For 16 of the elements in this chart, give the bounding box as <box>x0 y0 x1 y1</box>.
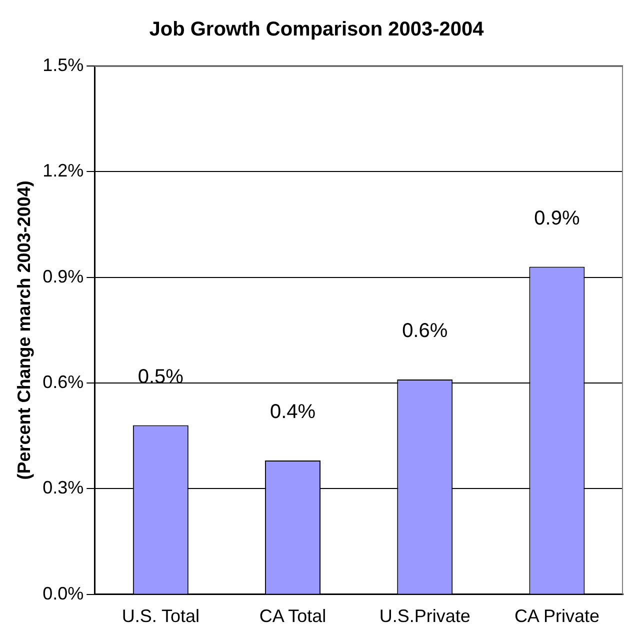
x-tick-label: CA Private <box>514 606 600 626</box>
y-tick-label: 0.3% <box>42 478 84 498</box>
data-label: 0.9% <box>534 207 580 230</box>
x-tick-label: U.S. Total <box>122 606 200 626</box>
data-label: 0.4% <box>270 401 316 424</box>
x-tick-label: U.S.Private <box>379 606 470 626</box>
y-axis-title: (Percent Change march 2003-2004) <box>14 180 34 480</box>
data-label: 0.5% <box>138 366 184 388</box>
y-tick-label: 0.0% <box>42 583 84 604</box>
chart-title: Job Growth Comparison 2003-2004 <box>149 18 485 41</box>
y-tick-label: 0.6% <box>42 372 84 392</box>
y-tick-label: 1.2% <box>42 160 84 181</box>
y-tick-label: 1.5% <box>42 54 84 75</box>
x-tick-label: CA Total <box>259 606 326 626</box>
y-tick-label: 0.9% <box>42 266 84 286</box>
data-label: 0.6% <box>402 320 448 342</box>
